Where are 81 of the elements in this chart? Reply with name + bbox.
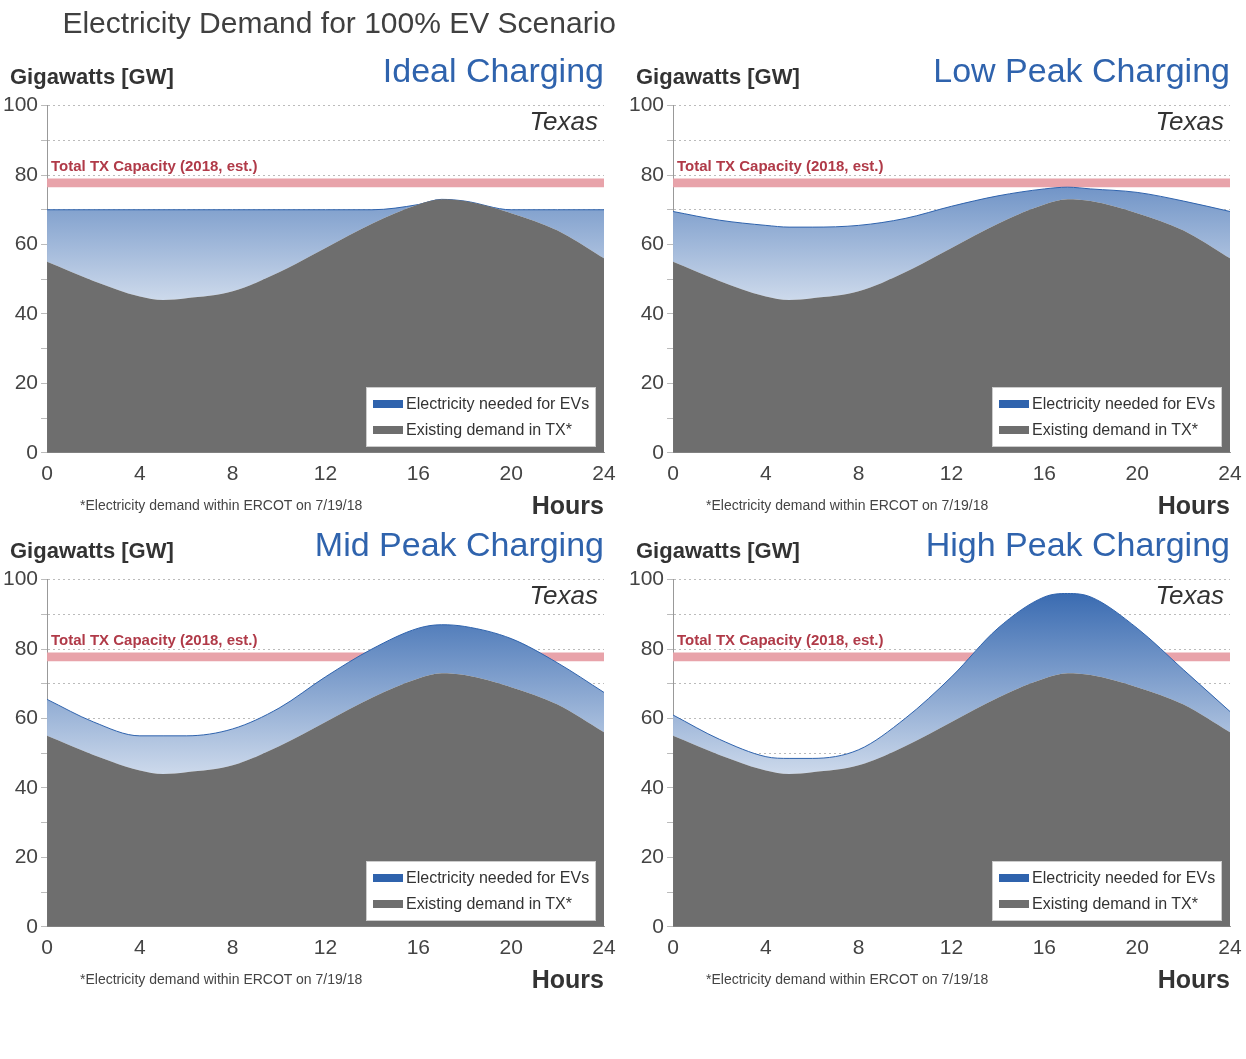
text: *Electricity demand within ERCOT on 7/19/18 xyxy=(80,971,363,987)
y-tick-label: 40 xyxy=(14,774,39,798)
chart-subtitle: Mid Peak Charging xyxy=(314,525,604,564)
x-axis-title: Hours xyxy=(1157,964,1230,994)
x-tick-label: 12 xyxy=(939,935,964,959)
legend-label: Electricity needed for EVs xyxy=(406,393,590,414)
chart-subtitle: Ideal Charging xyxy=(382,51,604,90)
y-axis-title: Gigawatts [GW] xyxy=(636,64,800,90)
x-tick-label: 20 xyxy=(1125,461,1149,485)
x-tick-label: 24 xyxy=(592,461,616,485)
legend-label: Existing demand in TX* xyxy=(406,893,573,914)
y-tick-label: 20 xyxy=(640,844,665,868)
x-tick-label: 4 xyxy=(134,935,147,959)
x-tick-label: 12 xyxy=(313,935,338,959)
annotation: Texas xyxy=(529,105,598,136)
text: *Electricity demand within ERCOT on 7/19/18 xyxy=(706,497,989,513)
band-label: Total TX Capacity (2018, est.) xyxy=(677,631,884,649)
x-tick-label: 8 xyxy=(226,461,239,485)
x-tick-label: 8 xyxy=(852,461,865,485)
y-tick-label: 40 xyxy=(14,300,39,324)
y-tick-label: 100 xyxy=(628,92,665,116)
y-tick-label: 0 xyxy=(652,913,665,937)
y-tick-label: 60 xyxy=(640,231,665,255)
x-tick-label: 16 xyxy=(1032,461,1057,485)
annotation: Texas xyxy=(1155,105,1224,136)
x-tick-label: 12 xyxy=(313,461,338,485)
y-tick-label: 60 xyxy=(14,231,39,255)
annotation: Texas xyxy=(1155,579,1224,610)
x-tick-label: 20 xyxy=(499,935,523,959)
x-tick-label: 24 xyxy=(1218,461,1242,485)
x-tick-label: 4 xyxy=(760,461,773,485)
x-tick-label: 16 xyxy=(406,935,431,959)
annotation: Texas xyxy=(529,579,598,610)
y-axis-title: Gigawatts [GW] xyxy=(10,64,174,90)
y-tick-label: 20 xyxy=(640,370,665,394)
x-tick-label: 12 xyxy=(939,461,964,485)
x-tick-label: 24 xyxy=(1218,935,1242,959)
x-tick-label: 16 xyxy=(406,461,431,485)
x-axis-title: Hours xyxy=(1157,490,1230,520)
x-tick-label: 8 xyxy=(852,935,865,959)
legend-label: Existing demand in TX* xyxy=(406,419,573,440)
x-tick-label: 8 xyxy=(226,935,239,959)
text: *Electricity demand within ERCOT on 7/19/18 xyxy=(706,971,989,987)
legend-label: Electricity needed for EVs xyxy=(406,867,590,888)
y-tick-label: 40 xyxy=(640,300,665,324)
x-tick-label: 24 xyxy=(592,935,616,959)
legend-label: Electricity needed for EVs xyxy=(1032,867,1216,888)
x-tick-label: 20 xyxy=(499,461,523,485)
y-tick-label: 20 xyxy=(14,370,39,394)
y-tick-label: 0 xyxy=(26,439,39,463)
y-tick-label: 0 xyxy=(652,439,665,463)
y-tick-label: 60 xyxy=(14,705,39,729)
text: *Electricity demand within ERCOT on 7/19/18 xyxy=(80,497,363,513)
x-tick-label: 4 xyxy=(760,935,773,959)
y-tick-label: 40 xyxy=(640,774,665,798)
y-tick-label: 100 xyxy=(2,92,39,116)
legend-label: Electricity needed for EVs xyxy=(1032,393,1216,414)
chart-subtitle: Low Peak Charging xyxy=(933,51,1230,90)
band-label: Total TX Capacity (2018, est.) xyxy=(51,157,258,175)
legend-label: Existing demand in TX* xyxy=(1032,419,1199,440)
chart-subtitle: High Peak Charging xyxy=(925,525,1230,564)
chart-title: Electricity Demand for 100% EV Scenario xyxy=(61,5,617,41)
legend-label: Existing demand in TX* xyxy=(1032,893,1199,914)
y-tick-label: 60 xyxy=(640,705,665,729)
y-tick-label: 100 xyxy=(2,566,39,590)
y-tick-label: 100 xyxy=(628,566,665,590)
x-tick-label: 20 xyxy=(1125,935,1149,959)
y-axis-title: Gigawatts [GW] xyxy=(636,538,800,564)
x-axis-title: Hours xyxy=(531,964,604,994)
y-axis-title: Gigawatts [GW] xyxy=(10,538,174,564)
y-tick-label: 80 xyxy=(640,161,665,185)
x-tick-label: 4 xyxy=(134,461,147,485)
band-label: Total TX Capacity (2018, est.) xyxy=(677,157,884,175)
x-axis-title: Hours xyxy=(531,490,604,520)
y-tick-label: 20 xyxy=(14,844,39,868)
y-tick-label: 80 xyxy=(14,161,39,185)
y-tick-label: 80 xyxy=(14,635,39,659)
y-tick-label: 80 xyxy=(640,635,665,659)
x-tick-label: 16 xyxy=(1032,935,1057,959)
band-label: Total TX Capacity (2018, est.) xyxy=(51,631,258,649)
y-tick-label: 0 xyxy=(26,913,39,937)
